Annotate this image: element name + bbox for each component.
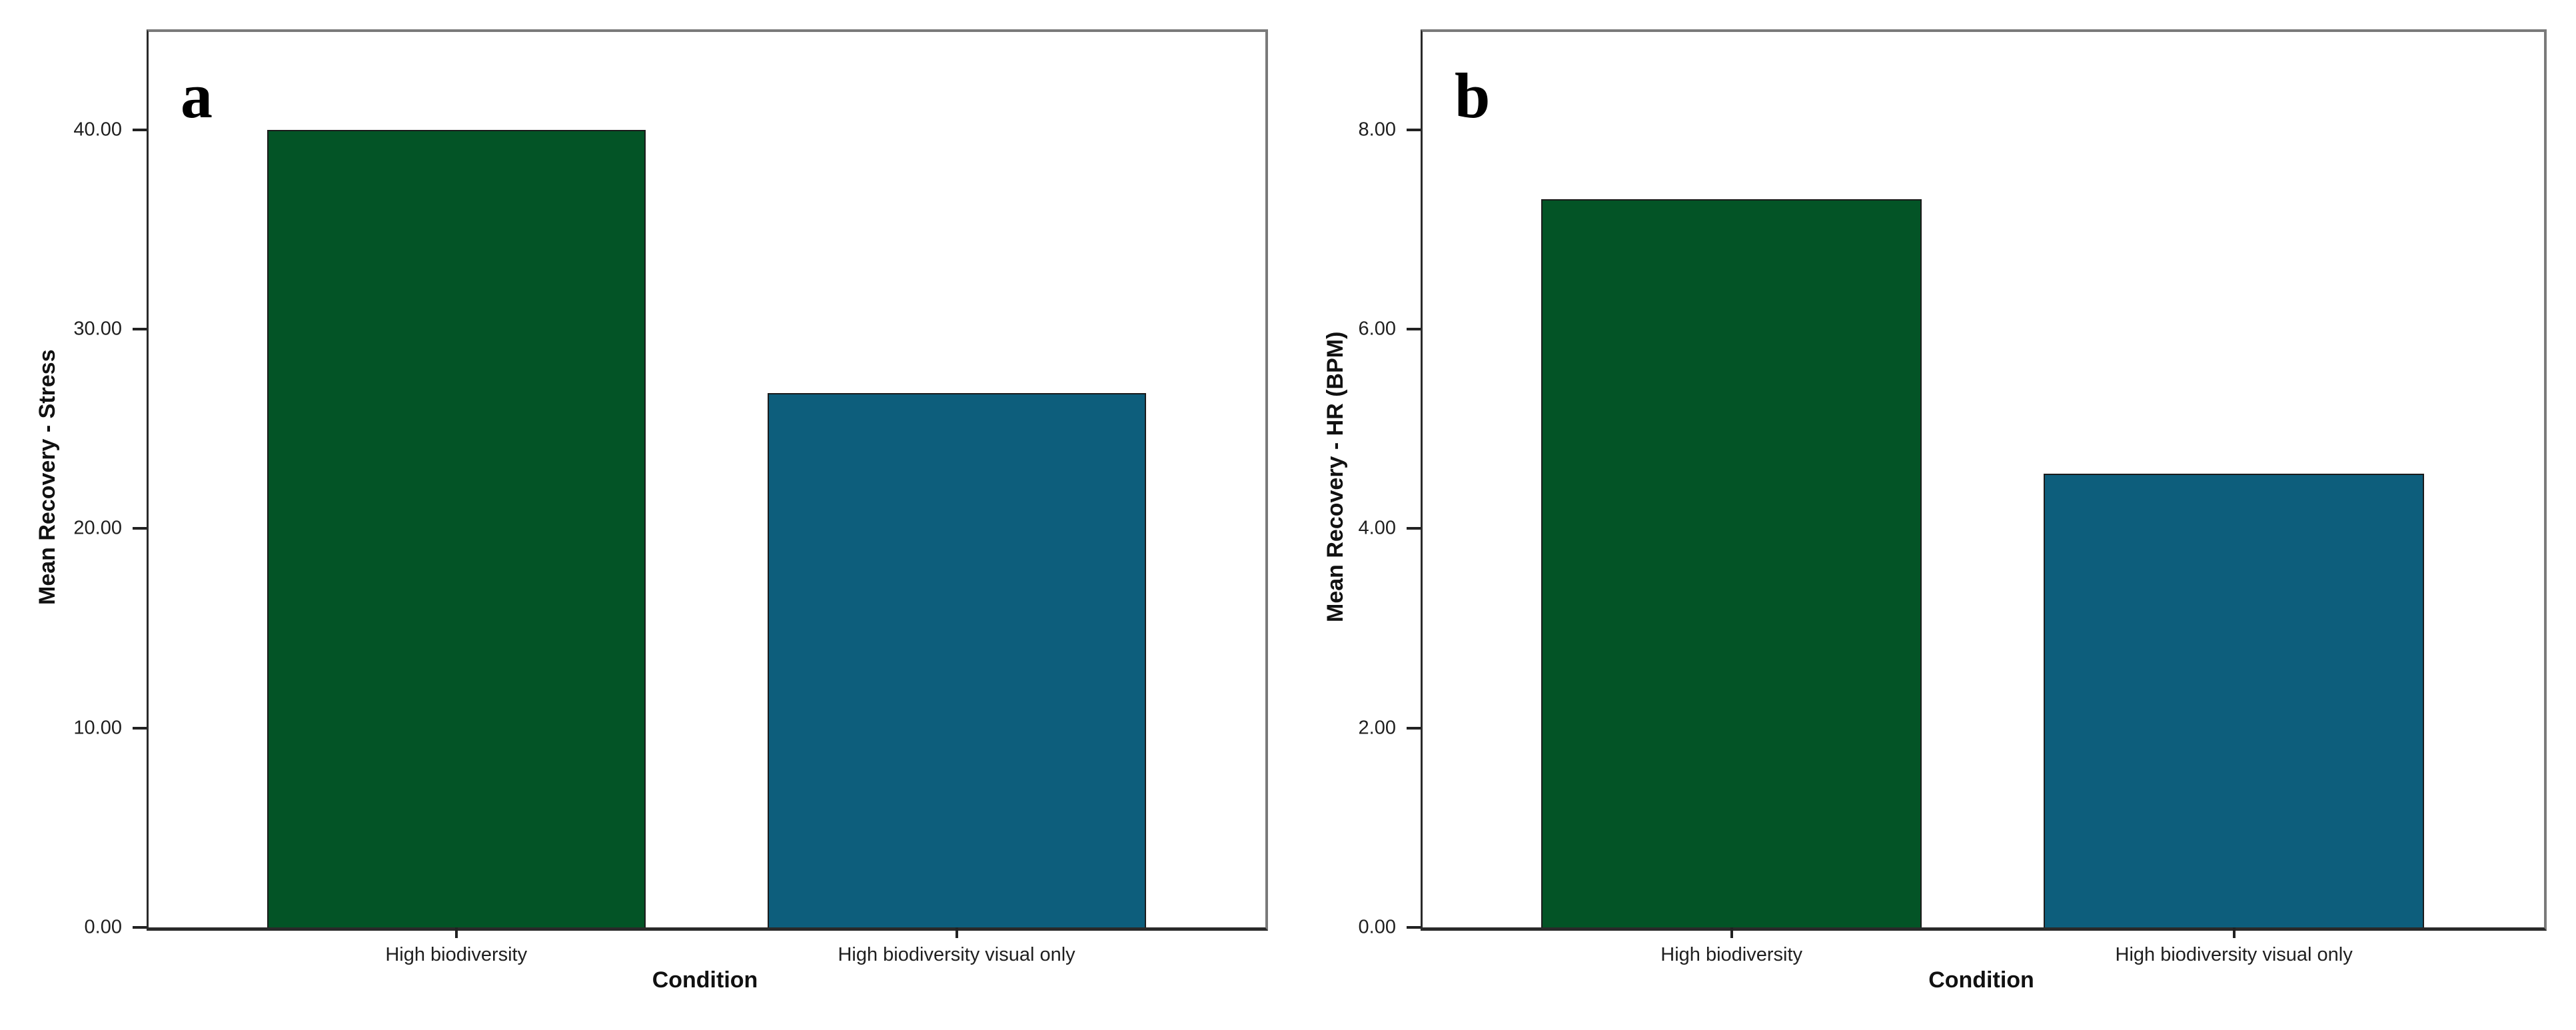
y-axis-title-hr: Mean Recovery - HR (BPM) xyxy=(1323,331,1348,623)
y-tick-label: 2.00 xyxy=(1358,717,1396,739)
x-axis-title-a: Condition xyxy=(652,967,758,993)
y-tick xyxy=(1407,726,1421,730)
category-label-high-biodiversity-visual-only: High biodiversity visual only xyxy=(838,944,1075,965)
y-tick-label: 0.00 xyxy=(1358,916,1396,938)
x-axis-title-b: Condition xyxy=(1928,967,2034,993)
x-tick xyxy=(1730,927,1733,938)
y-tick xyxy=(1407,328,1421,331)
chart-panel-a: Mean Recovery - Stress a 0.00 10.00 20.00 3… xyxy=(35,29,1268,993)
bar-high-biodiversity-visual-only xyxy=(767,392,1146,927)
y-tick xyxy=(133,926,147,929)
panel-letter-a: a xyxy=(181,60,213,131)
y-tick xyxy=(1407,926,1421,929)
y-tick xyxy=(133,328,147,331)
x-tick xyxy=(454,927,458,938)
category-label-high-biodiversity: High biodiversity xyxy=(385,944,528,965)
category-label-high-biodiversity: High biodiversity xyxy=(1660,944,1803,965)
bar-high-biodiversity xyxy=(267,129,646,927)
category-label-high-biodiversity-visual-only: High biodiversity visual only xyxy=(2115,944,2353,965)
y-tick xyxy=(1407,527,1421,530)
chart-panel-b: Mean Recovery - HR (BPM) b 0.00 2.00 4.00 6… xyxy=(1288,0,2576,1030)
y-tick-label: 40.00 xyxy=(73,119,122,141)
y-tick-label: 0.00 xyxy=(84,916,122,938)
y-tick-label: 30.00 xyxy=(73,318,122,340)
bar-high-biodiversity xyxy=(1541,199,1922,927)
y-tick xyxy=(133,726,147,730)
panel-letter-b: b xyxy=(1455,60,1491,131)
y-tick xyxy=(133,128,147,131)
x-tick xyxy=(2232,927,2236,938)
y-tick-label: 10.00 xyxy=(73,717,122,739)
plot-area-a: a 0.00 10.00 20.00 30.00 40.00 High biodivers… xyxy=(73,29,1268,965)
y-tick-label: 20.00 xyxy=(73,517,122,539)
y-tick xyxy=(1407,128,1421,131)
bar-high-biodiversity-visual-only xyxy=(2044,474,2424,927)
y-axis-title-stress: Mean Recovery - Stress xyxy=(35,349,60,605)
x-tick xyxy=(955,927,958,938)
y-tick xyxy=(133,527,147,530)
plot-area-b: b 0.00 2.00 4.00 6.00 8.00 High biodiversity H… xyxy=(1359,29,2547,965)
y-tick-label: 8.00 xyxy=(1358,119,1396,141)
y-tick-label: 4.00 xyxy=(1358,517,1396,539)
y-tick-label: 6.00 xyxy=(1358,318,1396,340)
